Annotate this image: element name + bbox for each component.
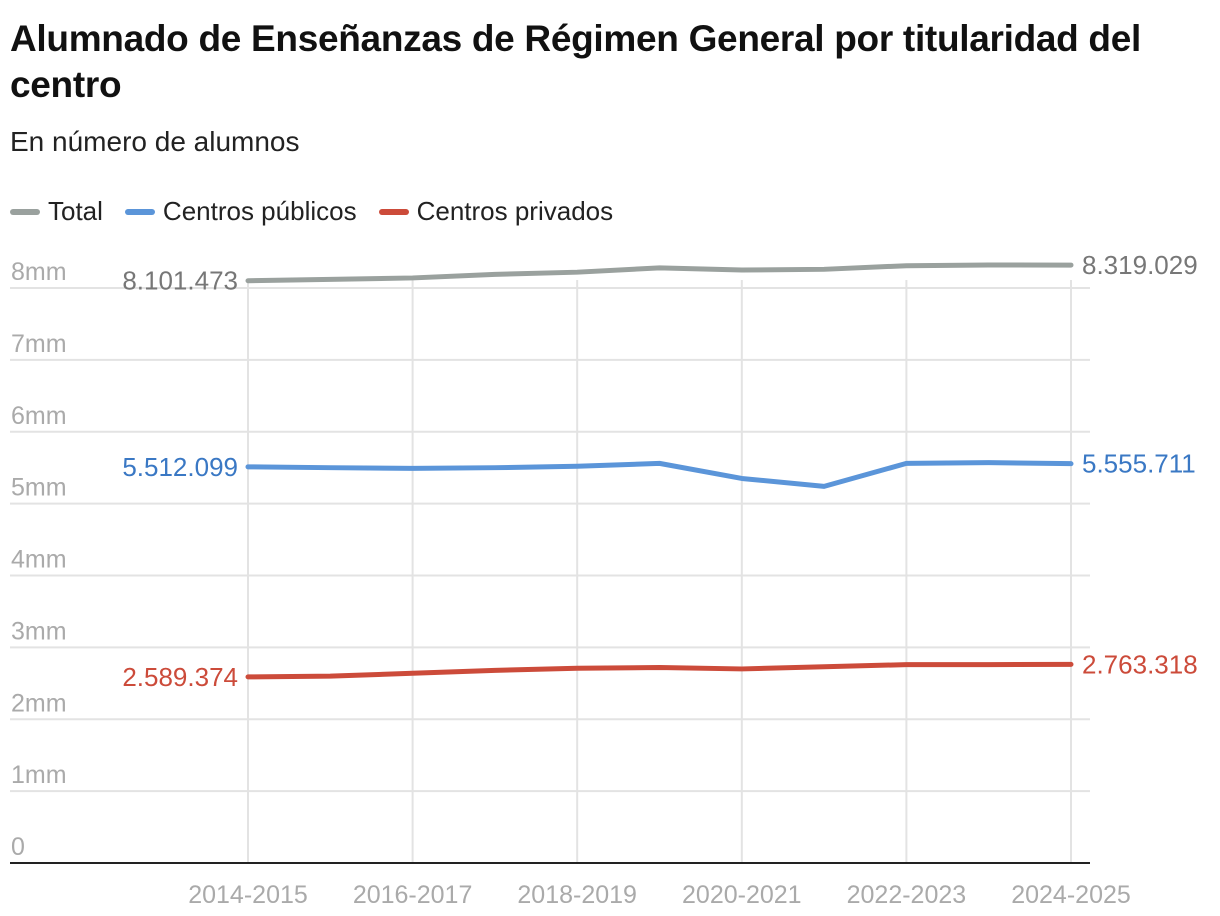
y-tick-label: 0 — [11, 833, 25, 861]
series-line-total — [245, 262, 1074, 284]
legend-swatch — [378, 208, 409, 215]
legend-item: Centros privados — [378, 196, 614, 227]
x-tick-label: 2024-2025 — [1011, 881, 1131, 909]
legend-label: Centros públicos — [162, 196, 357, 226]
end-value-label: 5.555.711 — [1082, 449, 1196, 479]
y-tick-label: 3mm — [11, 617, 67, 645]
legend: Total Centros públicos Centros privados — [10, 196, 613, 227]
series-line-centros-publicos — [245, 460, 1074, 489]
start-value-label: 2.589.374 — [122, 662, 238, 692]
end-value-label: 8.319.029 — [1082, 250, 1198, 280]
y-tick-label: 2mm — [11, 689, 67, 717]
series-line-centros-privados — [245, 661, 1074, 680]
start-value-label: 8.101.473 — [122, 266, 238, 296]
chart-title: Alumnado de Enseñanzas de Régimen Genera… — [10, 18, 1141, 105]
legend-swatch — [124, 208, 155, 215]
legend-item: Centros públicos — [124, 196, 357, 227]
x-tick-label: 2016-2017 — [353, 881, 473, 909]
y-tick-label: 1mm — [11, 761, 67, 789]
legend-label: Centros privados — [416, 196, 614, 226]
y-tick-label: 8mm — [11, 258, 67, 286]
end-value-label: 2.763.318 — [1082, 649, 1198, 679]
x-tick-label: 2020-2021 — [682, 881, 802, 909]
start-value-label: 5.512.099 — [122, 452, 238, 482]
chart-subtitle: En número de alumnos — [10, 126, 300, 157]
y-tick-label: 5mm — [11, 474, 67, 502]
y-tick-label: 4mm — [11, 546, 67, 574]
y-tick-label: 7mm — [11, 330, 67, 358]
x-tick-label: 2014-2015 — [188, 881, 308, 909]
y-tick-label: 6mm — [11, 402, 67, 430]
legend-item: Total — [10, 196, 103, 227]
legend-swatch — [10, 208, 40, 215]
x-tick-label: 2022-2023 — [847, 881, 967, 909]
legend-label: Total — [48, 196, 103, 226]
x-tick-label: 2018-2019 — [517, 881, 637, 909]
